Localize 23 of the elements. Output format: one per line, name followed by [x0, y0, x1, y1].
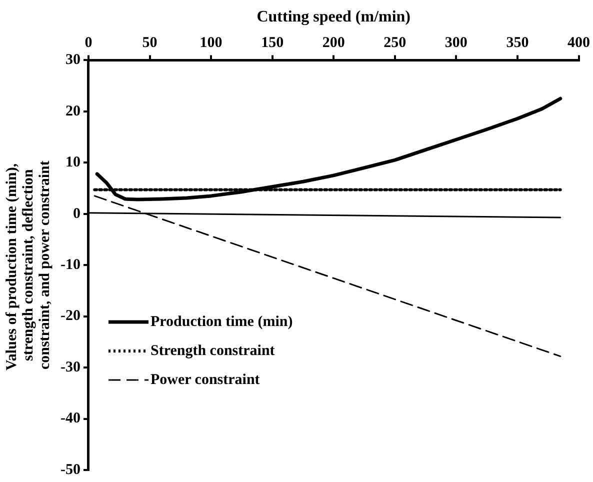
y-tick-label: -30 — [60, 359, 80, 376]
y-tick-label: 30 — [65, 52, 80, 68]
x-axis-title: Cutting speed (m/min) — [256, 8, 411, 26]
x-tick-label: 150 — [261, 35, 284, 52]
y-tick-label: 20 — [65, 103, 80, 120]
y-tick-label: -50 — [60, 462, 80, 478]
y-tick-label: 0 — [72, 206, 80, 222]
legend-label: Strength constraint — [150, 342, 275, 359]
legend-label: Power constraint — [150, 372, 260, 388]
x-tick-label: 200 — [322, 35, 345, 52]
x-tick-label: 250 — [384, 35, 406, 52]
x-tick-label: 50 — [142, 35, 158, 52]
y-tick-label: -20 — [60, 308, 80, 324]
x-tick-label: 300 — [444, 35, 468, 52]
y-tick-label: -40 — [60, 410, 80, 427]
y-tick-label: -10 — [60, 256, 80, 273]
x-tick-label: 0 — [84, 35, 92, 52]
y-tick-label: 10 — [65, 154, 80, 171]
x-tick-label: 100 — [200, 35, 222, 52]
legend-label: Production time (min) — [150, 314, 293, 330]
x-tick-label: 400 — [568, 35, 590, 52]
y-axis-title: Values of production time (min), strength constraint, deflection constraint, and power constraint — [4, 160, 54, 371]
x-tick-label: 350 — [506, 35, 529, 52]
